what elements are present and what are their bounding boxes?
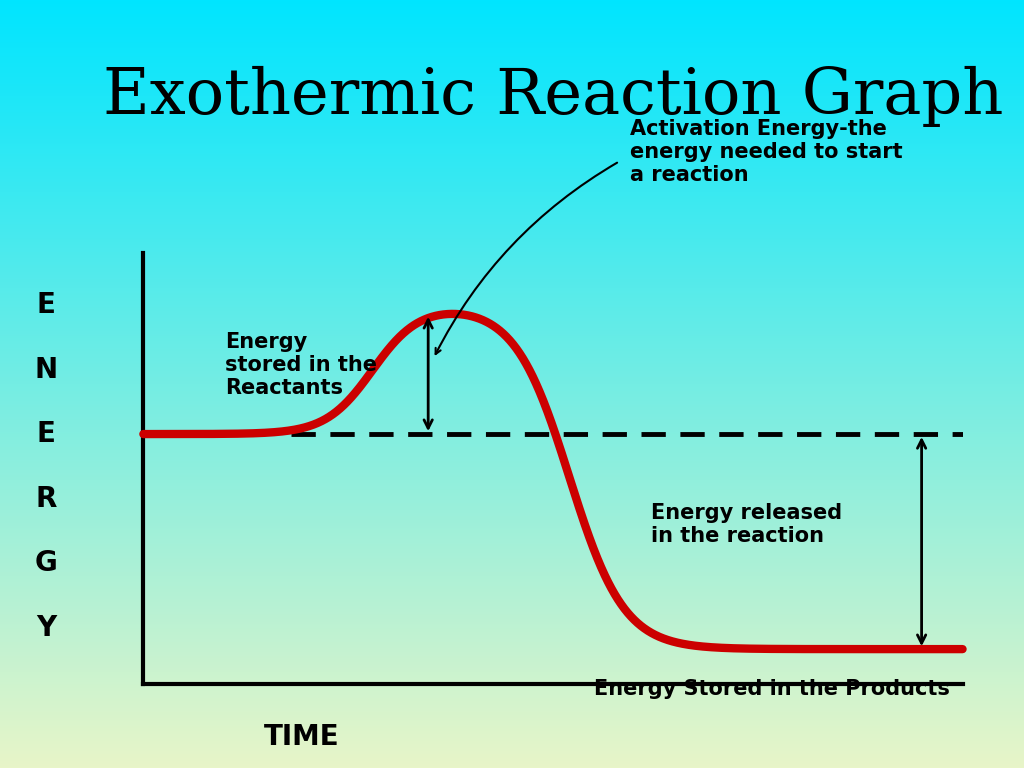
Text: E: E (37, 420, 55, 448)
Text: E: E (37, 291, 55, 319)
Text: Exothermic Reaction Graph: Exothermic Reaction Graph (102, 65, 1004, 127)
Text: Energy released
in the reaction: Energy released in the reaction (651, 503, 843, 546)
Text: Activation Energy-the
energy needed to start
a reaction: Activation Energy-the energy needed to s… (630, 119, 902, 185)
Text: N: N (35, 356, 57, 383)
Text: TIME: TIME (264, 723, 340, 751)
Text: Energy Stored in the Products: Energy Stored in the Products (594, 679, 950, 699)
Text: R: R (36, 485, 56, 512)
Text: Y: Y (36, 614, 56, 641)
Text: G: G (35, 549, 57, 577)
Text: Energy
stored in the
Reactants: Energy stored in the Reactants (225, 332, 377, 399)
